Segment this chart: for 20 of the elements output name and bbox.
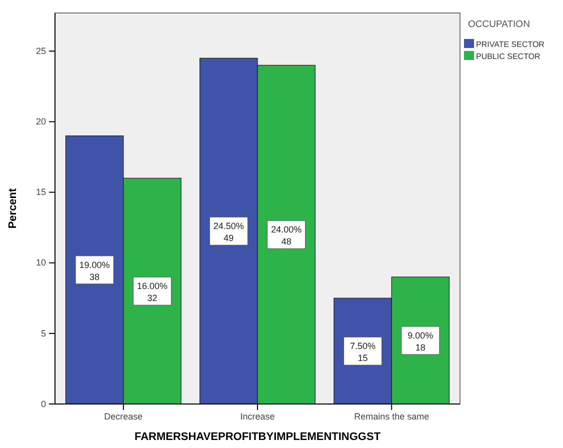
y-tick-label: 15 [36, 187, 46, 198]
legend-label: PRIVATE SECTOR [476, 40, 545, 49]
x-tick-label: Increase [240, 411, 275, 422]
legend-label: PUBLIC SECTOR [476, 52, 541, 61]
data-label: 24.00% 48 [271, 224, 302, 247]
y-tick-label: 0 [40, 398, 46, 409]
y-tick-label: 20 [36, 116, 46, 127]
y-tick-label: 5 [40, 328, 46, 338]
x-tick-label: Remains the same [354, 411, 430, 422]
y-tick-label: 10 [36, 258, 46, 268]
data-label: 24.50% 49 [213, 221, 244, 244]
y-tick-label: 25 [36, 46, 46, 56]
data-label: 9.00% 18 [408, 330, 434, 352]
data-label: 19.00% 38 [79, 260, 110, 282]
data-label: 16.00% 32 [136, 281, 168, 304]
data-label: 7.50% 15 [350, 341, 376, 364]
legend-title: OCCUPATION [468, 19, 530, 30]
y-axis-title: Percent [7, 188, 19, 229]
x-tick-label: Decrease [104, 411, 143, 422]
x-axis-title: FARMERSHAVEPROFITBYIMPLEMENTINGGST [134, 431, 381, 443]
